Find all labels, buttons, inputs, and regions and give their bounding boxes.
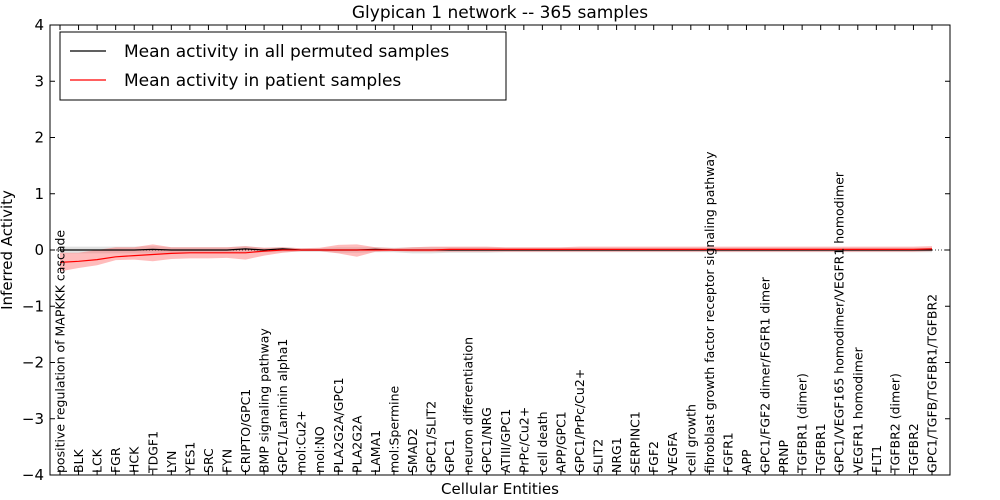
- legend-box: [59, 31, 507, 101]
- x-tick-label: PLA2G2A/GPC1: [331, 377, 346, 473]
- x-tick-label: PrPc/Cu2+: [516, 407, 531, 473]
- x-tick-label: GPC1/PrPc/Cu2+: [572, 369, 587, 473]
- x-tick-label: ATIII/GPC1: [498, 409, 513, 473]
- x-tick-label: FLT1: [869, 445, 884, 473]
- legend-label-permuted: Mean activity in all permuted samples: [124, 42, 449, 62]
- x-tick-label: HCK: [127, 446, 142, 473]
- x-tick-label: LYN: [164, 451, 179, 473]
- y-tick-label: 4: [34, 16, 44, 34]
- x-tick-label: BLK: [71, 449, 86, 474]
- x-tick-label: VEGFR1 homodimer: [850, 346, 865, 473]
- y-tick-label: −2: [22, 354, 44, 372]
- y-axis-label: Inferred Activity: [0, 190, 16, 310]
- x-tick-label: GPC1/FGF2 dimer/FGFR1 dimer: [758, 276, 773, 473]
- y-tick-label: 1: [34, 185, 44, 203]
- confidence-bands: [60, 244, 932, 272]
- x-tick-label: GPC1/TGFB/TGFBR1/TGFBR2: [925, 294, 940, 473]
- x-axis-label: Cellular Entities: [441, 480, 559, 498]
- x-tick-label: SLIT2: [591, 439, 606, 473]
- x-tick-label: neuron differentiation: [461, 337, 476, 473]
- x-tick-label: FGF2: [646, 441, 661, 473]
- x-tick-label: cell growth: [683, 404, 698, 473]
- y-tick-label: 2: [34, 129, 44, 147]
- y-tick-label: 0: [34, 241, 44, 259]
- x-tick-label: APP: [739, 449, 754, 473]
- band-1: [60, 244, 932, 272]
- chart-title: Glypican 1 network -- 365 samples: [352, 3, 648, 23]
- x-tick-label: TGFBR1 (dimer): [795, 373, 810, 474]
- series-line-1: [59, 248, 933, 263]
- x-tick-label: PRNP: [776, 439, 791, 473]
- x-tick-label: SMAD2: [405, 428, 420, 473]
- legend-label-patient: Mean activity in patient samples: [124, 71, 401, 91]
- x-tick-label: VEGFA: [665, 432, 680, 473]
- x-tick-label: APP/GPC1: [553, 411, 568, 473]
- y-tick-label: −1: [22, 297, 44, 315]
- y-tick-label: −4: [22, 466, 44, 484]
- x-tick-label: TDGF1: [145, 431, 160, 474]
- x-tick-label: positive regulation of MAPKKK cascade: [53, 230, 68, 473]
- y-ticks: −4 −3 −2 −1 0 1 2 3 4: [22, 16, 950, 484]
- x-tick-label: GPC1: [442, 439, 457, 473]
- legend: Mean activity in all permuted samples Me…: [59, 31, 507, 101]
- y-tick-label: 3: [34, 72, 44, 90]
- x-tick-label: TGFBR1: [813, 423, 828, 474]
- x-tick-label: FYN: [220, 449, 235, 473]
- x-tick-label: PLA2G2A: [349, 415, 364, 473]
- x-tick-label: LAMA1: [368, 430, 383, 473]
- x-tick-label: TGFBR2 (dimer): [887, 373, 902, 474]
- x-ticks: positive regulation of MAPKKK cascade BLK…: [53, 25, 940, 475]
- x-tick-label: FGR: [108, 447, 123, 473]
- x-tick-label: GPC1/SLIT2: [424, 401, 439, 473]
- y-tick-label: −3: [22, 410, 44, 428]
- x-tick-label: GPC1/NRG: [479, 407, 494, 473]
- x-tick-label: TGFBR2: [906, 423, 921, 474]
- plot-frame: [49, 24, 951, 476]
- series-lines: [59, 248, 933, 263]
- x-tick-label: mol:Spermine: [387, 385, 402, 473]
- x-tick-label: CRIPTO/GPC1: [238, 389, 253, 473]
- x-tick-label: SERPINC1: [628, 411, 643, 473]
- x-tick-label: GPC1/Laminin alpha1: [275, 339, 290, 473]
- x-tick-label: mol:Cu2+: [294, 410, 309, 473]
- x-tick-label: NRG1: [609, 437, 624, 473]
- x-tick-label: BMP signaling pathway: [257, 328, 272, 473]
- x-tick-label: mol:NO: [312, 426, 327, 473]
- x-tick-label: FGFR1: [720, 432, 735, 473]
- x-tick-label: SRC: [201, 448, 216, 473]
- x-tick-label: fibroblast growth factor receptor signal…: [702, 151, 717, 473]
- x-tick-label: cell death: [535, 411, 550, 473]
- x-tick-label: GPC1/VEGF165 homodimer/VEGFR1 homodimer: [832, 171, 847, 473]
- x-tick-label: YES1: [182, 442, 197, 474]
- x-tick-label: LCK: [90, 448, 105, 473]
